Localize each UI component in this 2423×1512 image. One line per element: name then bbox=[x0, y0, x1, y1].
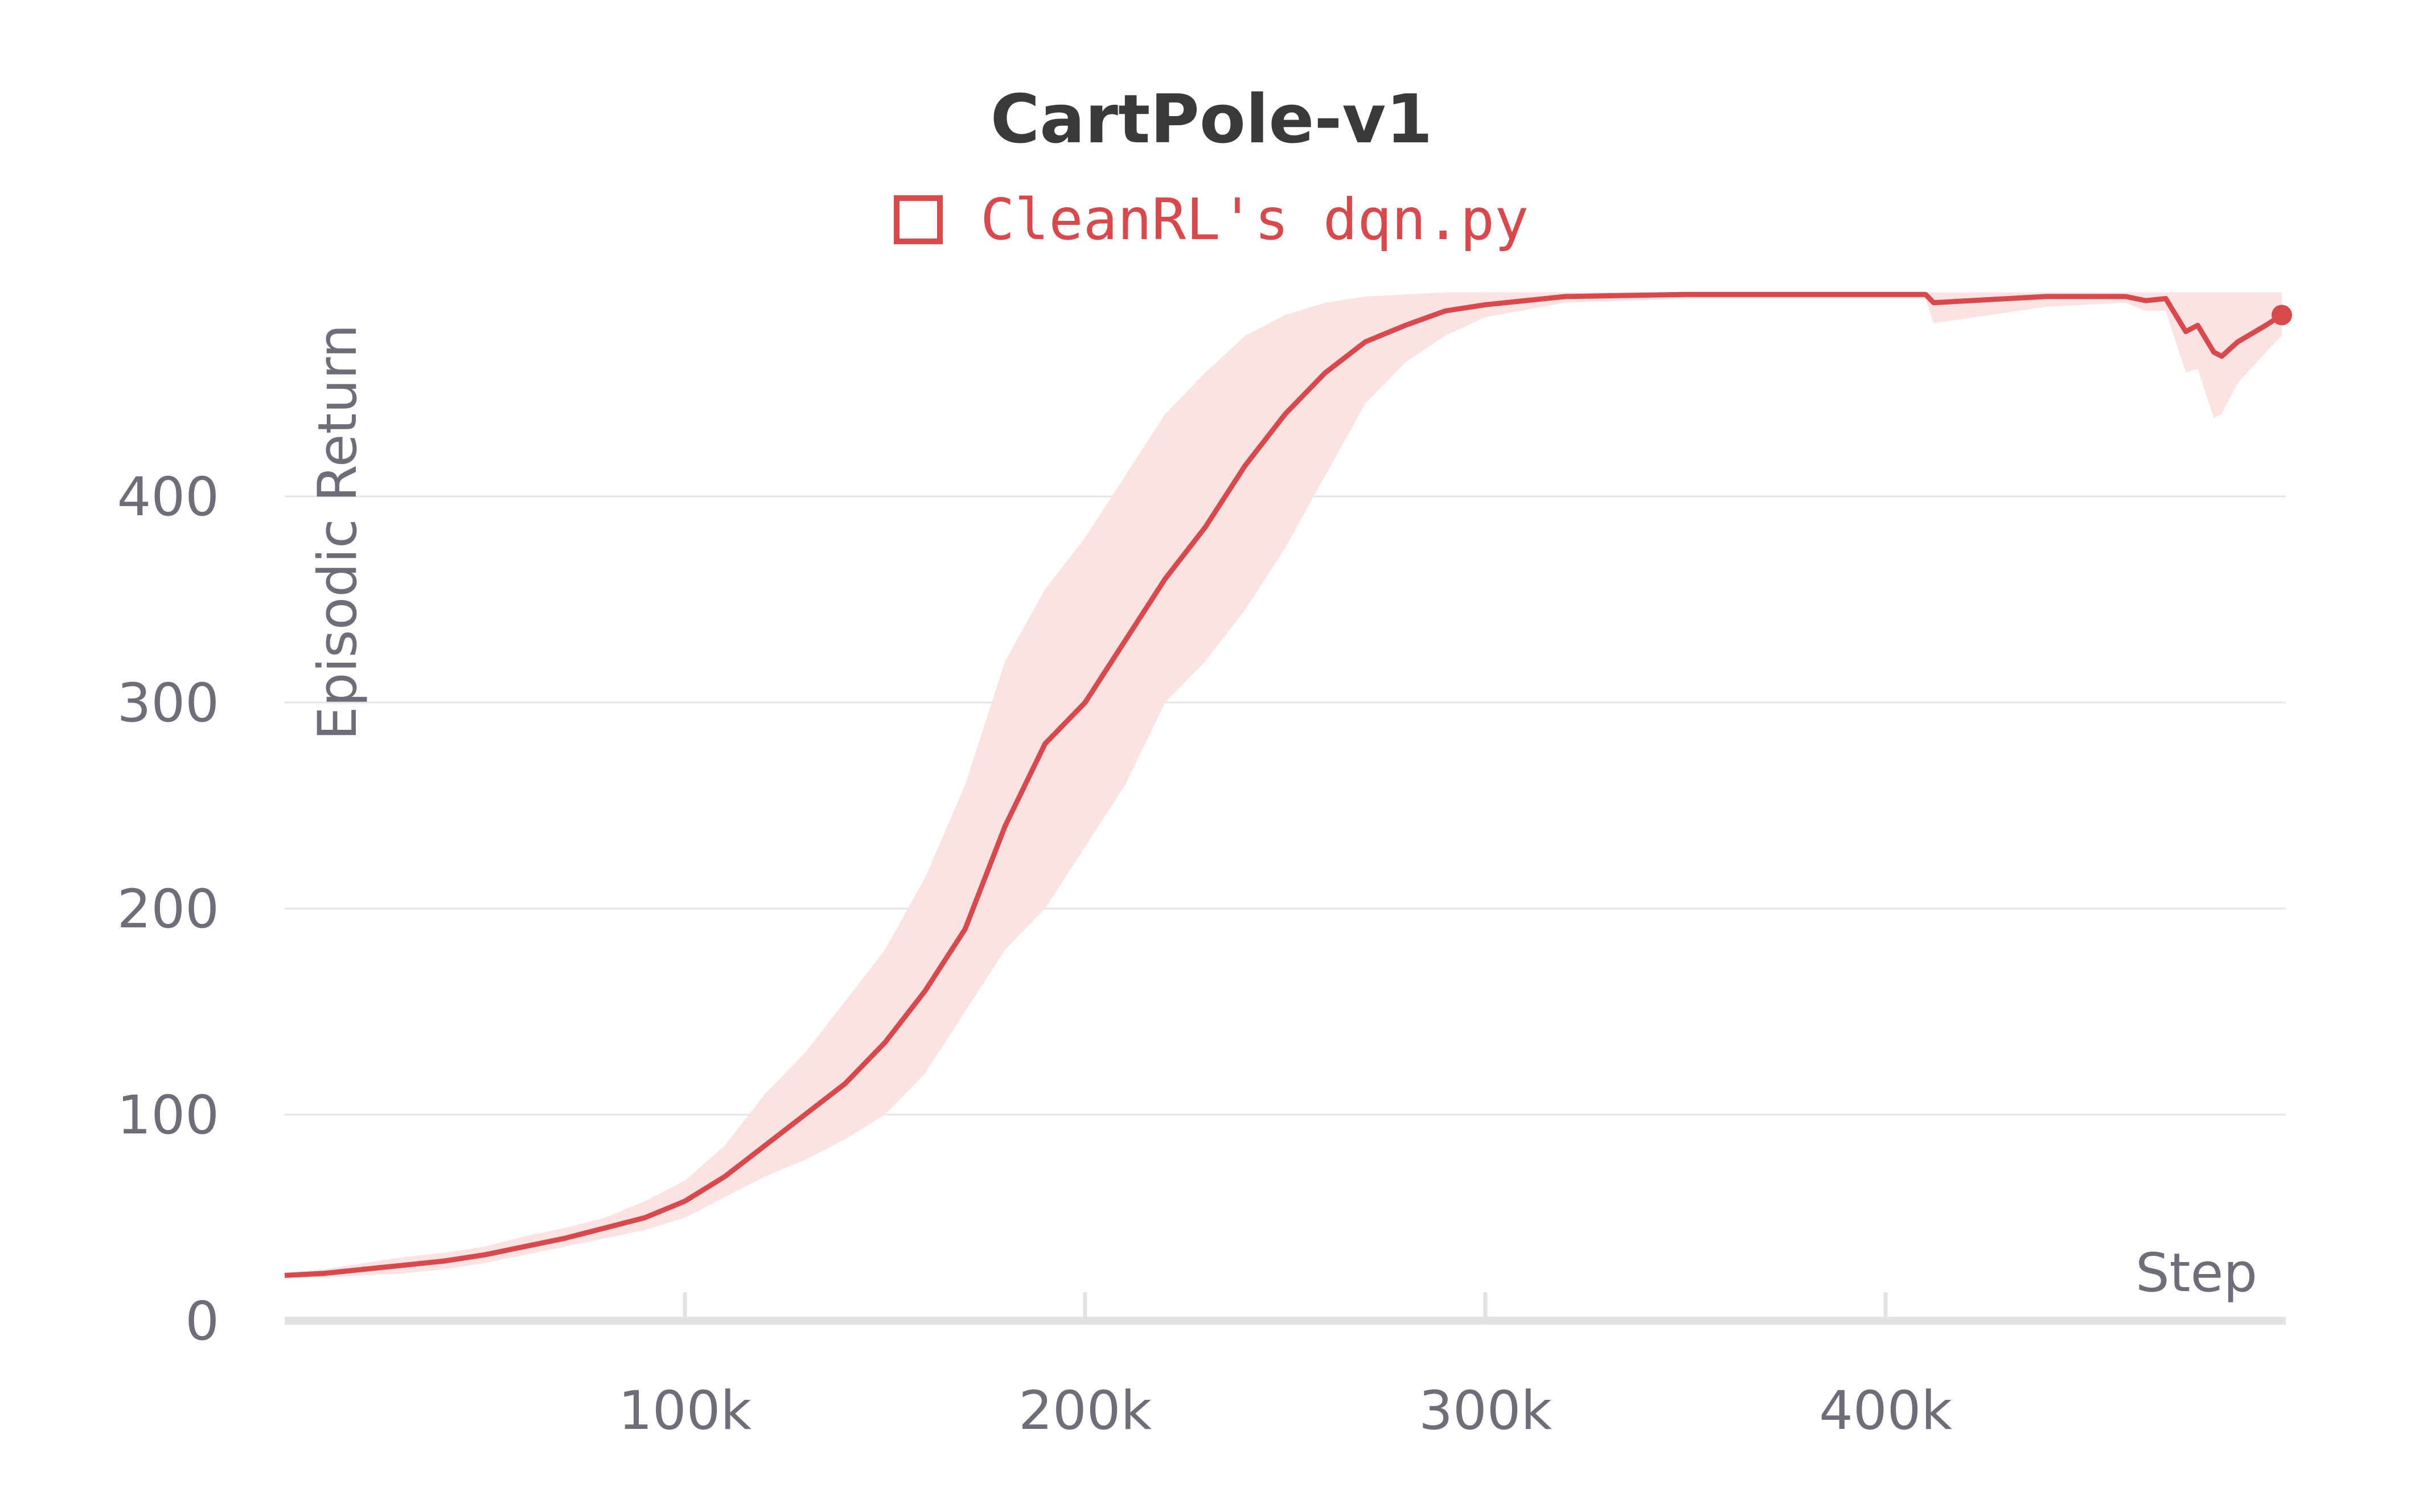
axes bbox=[285, 1292, 2286, 1325]
band-layer bbox=[285, 292, 2282, 1277]
legend-label: CleanRL's dqn.py bbox=[980, 186, 1529, 253]
chart-title: CartPole-v1 bbox=[991, 80, 1433, 158]
series-line bbox=[284, 291, 2284, 1278]
y-tick-label: 300 bbox=[117, 672, 219, 734]
x-axis-label: Step bbox=[2135, 1242, 2257, 1304]
line-layer bbox=[284, 291, 2292, 1278]
y-tick-label: 100 bbox=[117, 1084, 219, 1147]
x-tick-label: 400k bbox=[1819, 1380, 1952, 1442]
y-tick-label: 400 bbox=[117, 466, 219, 528]
legend-swatch bbox=[894, 195, 943, 244]
tick-labels: 0 100 200 300 400 100k 200k 300k 400k bbox=[117, 466, 1953, 1442]
y-tick-label: 0 bbox=[185, 1291, 219, 1353]
x-tick-label: 300k bbox=[1419, 1380, 1552, 1442]
y-axis-label: Episodic Return bbox=[307, 324, 369, 741]
legend[interactable]: CleanRL's dqn.py bbox=[894, 186, 1529, 253]
grid bbox=[285, 495, 2286, 1116]
series-band bbox=[285, 292, 2282, 1277]
series-end-point bbox=[2271, 305, 2292, 326]
x-tick-label: 100k bbox=[618, 1380, 751, 1442]
x-tick-label: 200k bbox=[1019, 1380, 1152, 1442]
y-tick-label: 200 bbox=[117, 878, 219, 940]
